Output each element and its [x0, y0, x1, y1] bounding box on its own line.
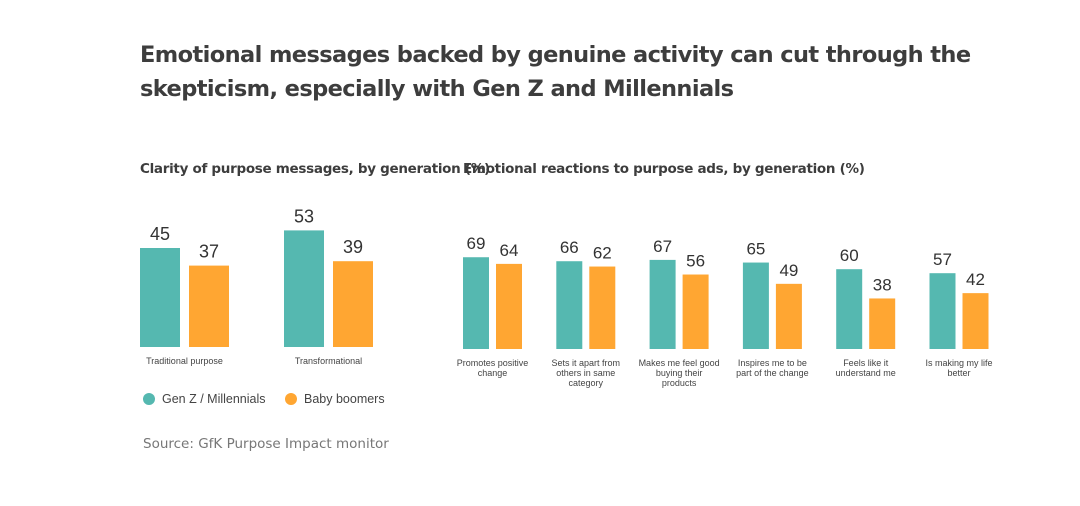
category-label: products [662, 378, 697, 388]
legend-item-boomers: Baby boomers [285, 392, 385, 406]
legend-swatch-gen-z [143, 393, 155, 405]
data-label: 37 [199, 242, 219, 262]
bar-gen-z [284, 230, 324, 347]
bar-boomers [962, 293, 989, 349]
category-label: Sets it apart from [552, 358, 621, 368]
category-label: buying their [656, 368, 703, 378]
category-label: Makes me feel good [639, 358, 720, 368]
bar-boomers [869, 298, 896, 349]
data-label: 62 [593, 244, 612, 263]
category-label: Promotes positive [457, 358, 529, 368]
category-label: part of the change [736, 368, 809, 378]
category-label: understand me [836, 368, 896, 378]
category-label: Traditional purpose [146, 356, 223, 366]
data-label: 67 [653, 237, 672, 256]
bar-gen-z [463, 257, 489, 349]
bar-gen-z [929, 273, 956, 349]
left-chart-title: Clarity of purpose messages, by generati… [140, 161, 490, 177]
page-title: Emotional messages backed by genuine act… [140, 42, 971, 102]
data-label: 64 [500, 241, 519, 260]
category-label: change [478, 368, 508, 378]
data-label: 39 [343, 237, 363, 257]
bar-boomers [496, 263, 522, 349]
legend-label-gen-z: Gen Z / Millennials [162, 392, 266, 406]
data-label: 53 [294, 206, 314, 226]
category-label: others in same [556, 368, 615, 378]
bar-boomers [775, 283, 802, 349]
bar-boomers [682, 274, 709, 349]
legend-item-gen-z: Gen Z / Millennials [143, 392, 266, 406]
category-label: Is making my life [925, 358, 992, 368]
bar-gen-z [742, 262, 769, 349]
legend-label-boomers: Baby boomers [304, 392, 385, 406]
category-label: better [947, 368, 970, 378]
category-label: Inspires me to be [738, 358, 807, 368]
bar-gen-z [556, 261, 583, 349]
data-label: 56 [686, 252, 705, 271]
data-label: 69 [467, 234, 486, 253]
category-label: category [569, 378, 604, 388]
category-label: Transformational [295, 356, 362, 366]
legend-swatch-boomers [285, 393, 297, 405]
data-label: 45 [150, 224, 170, 244]
bar-gen-z [836, 269, 863, 349]
right-chart-title: Emotional reactions to purpose ads, by g… [463, 161, 865, 177]
data-label: 65 [746, 240, 765, 259]
bar-boomers [333, 261, 373, 347]
data-label: 38 [873, 275, 892, 294]
bar-gen-z [140, 248, 180, 347]
data-label: 60 [840, 246, 859, 265]
data-label: 66 [560, 238, 579, 257]
bar-boomers [189, 265, 229, 347]
data-label: 49 [779, 261, 798, 280]
bar-gen-z [649, 259, 676, 349]
data-label: 57 [933, 250, 952, 269]
bar-boomers [589, 266, 616, 349]
source-note: Source: GfK Purpose Impact monitor [143, 436, 389, 452]
category-label: Feels like it [843, 358, 889, 368]
data-label: 42 [966, 270, 985, 289]
